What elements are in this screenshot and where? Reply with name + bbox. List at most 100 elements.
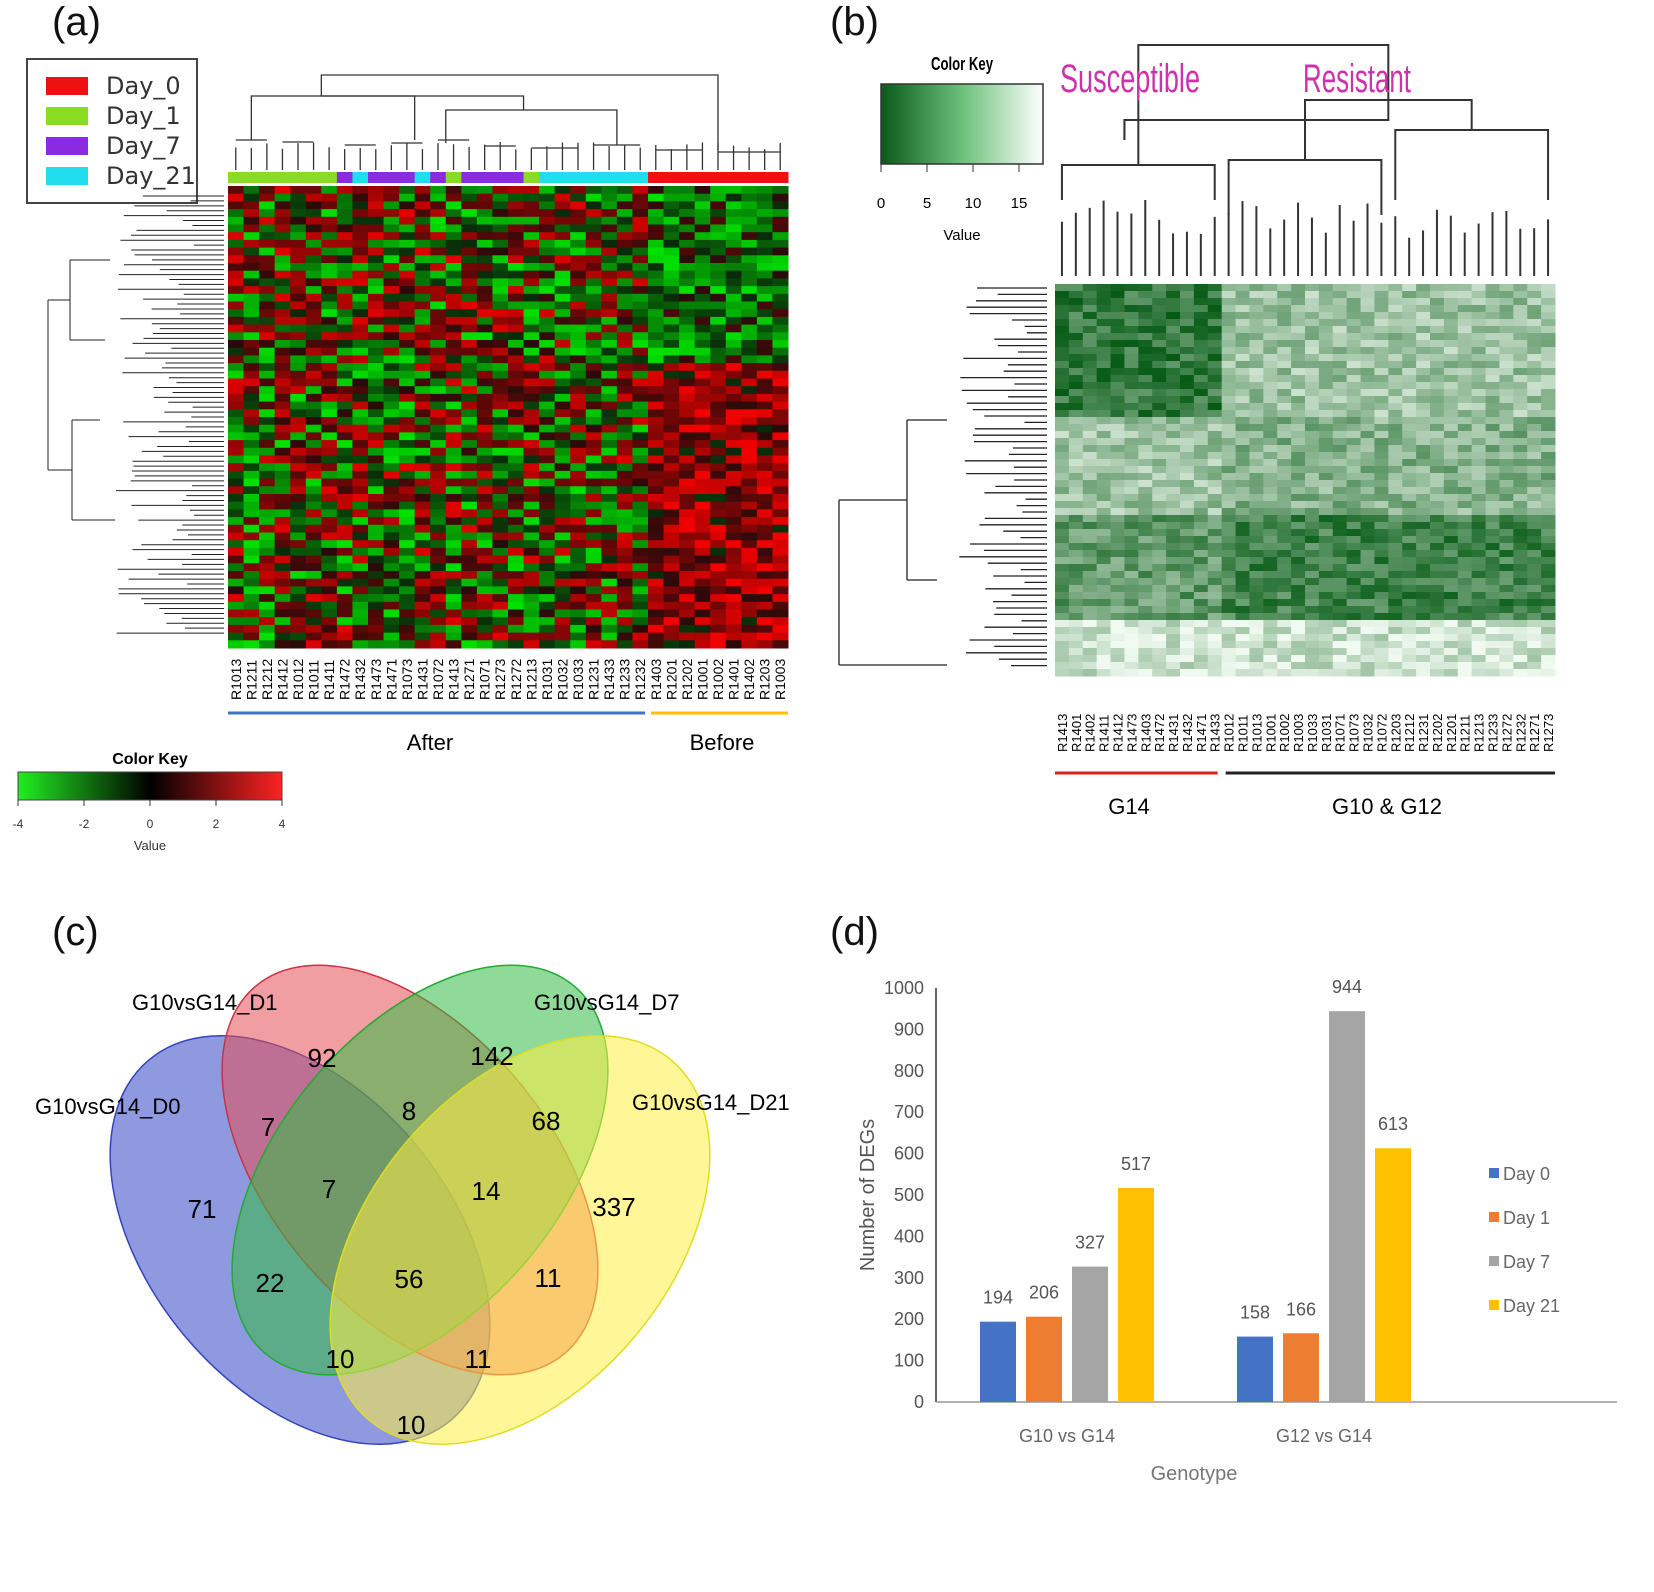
heatmap-cell bbox=[1430, 536, 1445, 544]
color-key-tick-label: 15 bbox=[1011, 195, 1028, 212]
heatmap-cell bbox=[694, 209, 711, 218]
heatmap-cell bbox=[352, 355, 369, 364]
heatmap-cell bbox=[321, 540, 338, 549]
heatmap-cell bbox=[1499, 494, 1514, 502]
heatmap-cell bbox=[1541, 571, 1556, 579]
heatmap-cell bbox=[430, 216, 447, 225]
heatmap-cell bbox=[1430, 326, 1445, 334]
heatmap-cell bbox=[476, 509, 493, 518]
heatmap-cell bbox=[1332, 480, 1348, 488]
sample-group-bar bbox=[585, 172, 602, 183]
heatmap-cell bbox=[1305, 634, 1320, 642]
heatmap-cell bbox=[648, 601, 665, 610]
heatmap-cell bbox=[648, 201, 665, 210]
heatmap-cell bbox=[1541, 326, 1556, 334]
heatmap-cell bbox=[1193, 340, 1209, 348]
heatmap-cell bbox=[601, 563, 618, 572]
heatmap-cell bbox=[632, 378, 649, 387]
heatmap-cell bbox=[1082, 298, 1098, 306]
legend-swatch bbox=[1489, 1212, 1499, 1222]
heatmap-cell bbox=[1443, 606, 1459, 614]
heatmap-cell bbox=[710, 201, 727, 210]
heatmap-cell bbox=[1124, 473, 1139, 481]
heatmap-cell bbox=[476, 293, 493, 302]
heatmap-cell bbox=[352, 455, 369, 464]
heatmap-cell bbox=[1096, 410, 1112, 418]
heatmap-cell bbox=[1152, 536, 1167, 544]
heatmap-cell bbox=[741, 424, 758, 433]
heatmap-cell bbox=[414, 409, 431, 418]
heatmap-cell bbox=[1221, 375, 1237, 383]
heatmap-cell bbox=[601, 409, 618, 418]
heatmap-cell bbox=[1360, 585, 1375, 593]
heatmap-cell bbox=[461, 401, 478, 410]
heatmap-cell bbox=[1416, 319, 1431, 327]
heatmap-cell bbox=[274, 494, 291, 503]
heatmap-cell bbox=[694, 386, 711, 395]
heatmap-cell bbox=[616, 409, 633, 418]
heatmap-cell bbox=[741, 440, 758, 449]
heatmap-cell bbox=[1277, 529, 1292, 537]
heatmap-cell bbox=[321, 578, 338, 587]
heatmap-cell bbox=[492, 494, 509, 503]
heatmap-cell bbox=[445, 293, 462, 302]
heatmap-cell bbox=[461, 632, 478, 641]
heatmap-cell bbox=[663, 463, 680, 472]
heatmap-cell bbox=[368, 494, 385, 503]
heatmap-cell bbox=[1443, 361, 1459, 369]
heatmap-cell bbox=[1541, 298, 1556, 306]
heatmap-cell bbox=[585, 594, 602, 603]
heatmap-cell bbox=[1527, 326, 1542, 334]
heatmap-cell bbox=[523, 201, 540, 210]
heatmap-cell bbox=[1249, 501, 1264, 509]
heatmap-cell bbox=[523, 393, 540, 403]
heatmap-cell bbox=[1124, 375, 1139, 383]
heatmap-cell bbox=[1499, 620, 1514, 628]
heatmap-cell bbox=[585, 332, 602, 341]
heatmap-cell bbox=[1305, 536, 1320, 544]
heatmap-cell bbox=[1305, 487, 1320, 495]
heatmap-cell bbox=[1388, 634, 1403, 642]
heatmap-cell bbox=[1193, 564, 1209, 572]
heatmap-cell bbox=[508, 440, 525, 449]
heatmap-cell bbox=[399, 478, 416, 487]
heatmap-cell bbox=[1166, 368, 1181, 376]
sample-group-bar bbox=[368, 172, 385, 183]
heatmap-cell bbox=[632, 255, 649, 264]
heatmap-cell bbox=[1541, 599, 1556, 607]
heatmap-cell bbox=[539, 478, 556, 487]
heatmap-cell bbox=[1166, 620, 1181, 628]
heatmap-cell bbox=[321, 224, 338, 233]
heatmap-cell bbox=[1402, 606, 1417, 614]
heatmap-cell bbox=[1124, 571, 1139, 579]
heatmap-cell bbox=[570, 432, 587, 441]
heatmap-cell bbox=[1346, 410, 1362, 418]
heatmap-cell bbox=[1541, 564, 1556, 572]
heatmap-cell bbox=[1346, 417, 1362, 425]
heatmap-cell bbox=[1263, 473, 1278, 481]
heatmap-cell bbox=[1249, 382, 1264, 390]
heatmap-cell bbox=[1374, 515, 1389, 523]
heatmap-cell bbox=[539, 609, 556, 618]
heatmap-cell bbox=[321, 363, 338, 372]
heatmap-cell bbox=[1291, 473, 1306, 481]
heatmap-cell bbox=[492, 617, 509, 626]
heatmap-cell bbox=[1471, 347, 1487, 355]
heatmap-cell bbox=[772, 432, 789, 441]
heatmap-cell bbox=[1138, 550, 1153, 558]
heatmap-cell bbox=[632, 324, 649, 333]
heatmap-cell bbox=[1541, 550, 1556, 558]
sample-label: R1001 bbox=[694, 659, 710, 700]
heatmap-cell bbox=[616, 224, 633, 233]
heatmap-cell bbox=[554, 324, 571, 333]
heatmap-cell bbox=[1318, 550, 1334, 558]
heatmap-cell bbox=[508, 209, 525, 218]
heatmap-cell bbox=[1513, 361, 1528, 369]
heatmap-cell bbox=[1110, 445, 1125, 453]
dendrogram-branch bbox=[320, 74, 719, 150]
heatmap-cell bbox=[1055, 529, 1070, 537]
heatmap-cell bbox=[290, 478, 307, 487]
heatmap-cell bbox=[648, 363, 665, 372]
heatmap-cell bbox=[305, 524, 322, 533]
heatmap-cell bbox=[1096, 627, 1112, 635]
